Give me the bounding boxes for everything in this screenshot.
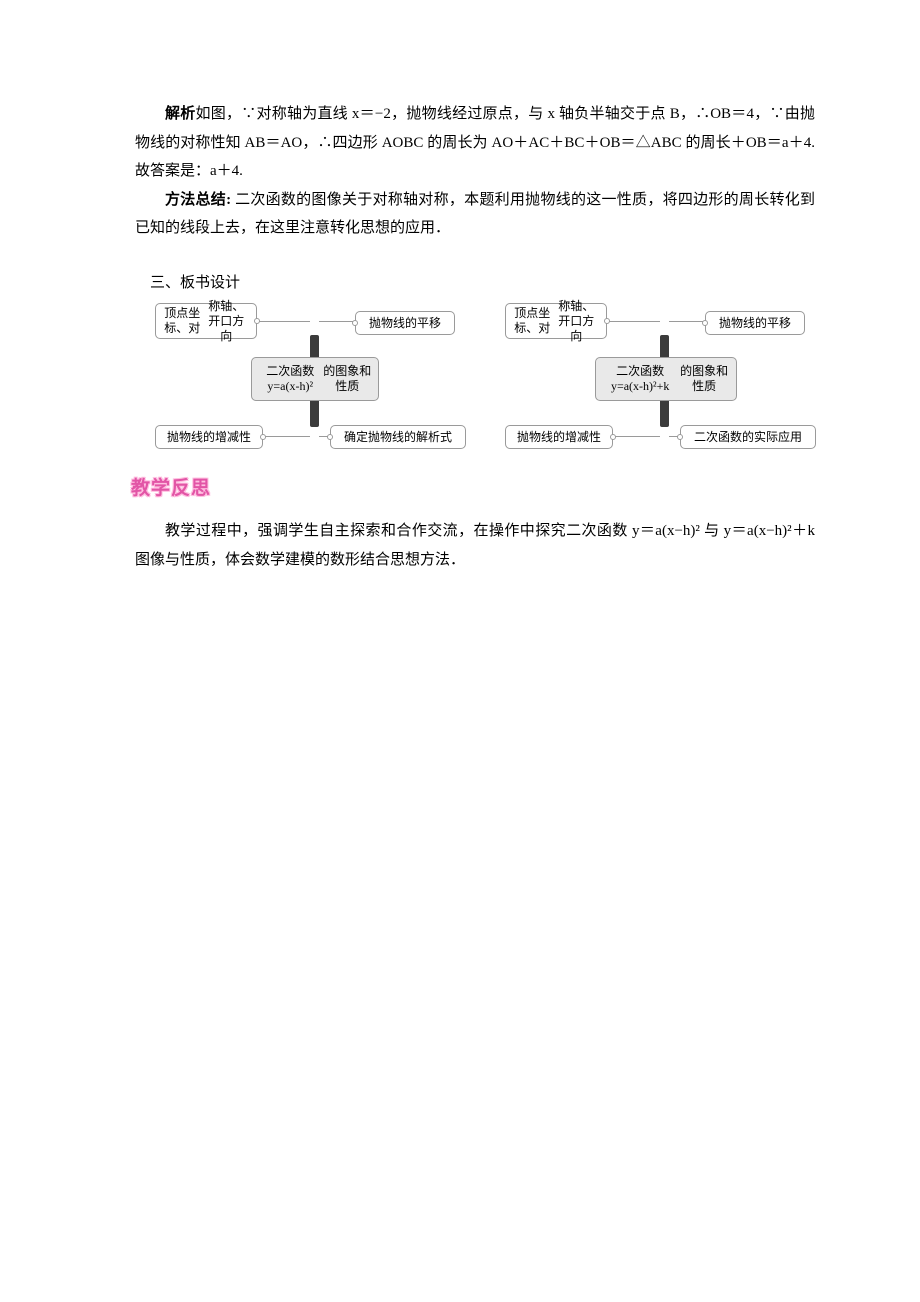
mindmap-connector (254, 318, 260, 324)
mindmap-connector (327, 434, 333, 440)
method-body: 二次函数的图像关于对称轴对称，本题利用抛物线的这一性质，将四边形的周长转化到已知… (135, 192, 815, 237)
method-paragraph: 方法总结: 二次函数的图像关于对称轴对称，本题利用抛物线的这一性质，将四边形的周… (135, 186, 815, 243)
mindmap-branch (255, 321, 310, 322)
mindmap-left: 顶点坐标、对称轴、开口方向 抛物线的平移二次函数y=a(x-h)²的图象和性质抛物… (155, 303, 465, 453)
mindmap-node: 确定抛物线的解析式 (330, 425, 466, 449)
mindmap-node: 抛物线的增减性 (155, 425, 263, 449)
mindmap-node: 抛物线的平移 (355, 311, 455, 335)
analysis-body: 如图，∵对称轴为直线 x＝−2，抛物线经过原点，与 x 轴负半轴交于点 B，∴O… (135, 106, 815, 179)
reflect-label: 教学反思 (131, 471, 211, 507)
mindmap-trunk (310, 335, 319, 359)
mindmap-connector (610, 434, 616, 440)
mindmap-right: 顶点坐标、对称轴、开口方向 抛物线的平移二次函数y=a(x-h)²+k的图象和性质… (505, 303, 815, 453)
mindmap-trunk (310, 399, 319, 427)
mindmap-row: 顶点坐标、对称轴、开口方向抛物线的平移二次函数y=a(x-h)²的图象和性质抛物… (155, 303, 815, 453)
mindmap-center-node: 二次函数y=a(x-h)²的图象和性质 (251, 357, 379, 401)
method-lead: 方法总结: (165, 192, 231, 208)
mindmap-node: 抛物线的增减性 (505, 425, 613, 449)
mindmap-connector (702, 320, 708, 326)
document-page: 解析如图，∵对称轴为直线 x＝−2，抛物线经过原点，与 x 轴负半轴交于点 B，… (0, 0, 920, 614)
mindmap-center-node: 二次函数y=a(x-h)²+k的图象和性质 (595, 357, 737, 401)
mindmap-trunk (660, 335, 669, 359)
reflect-heading: 教学反思 (135, 471, 815, 507)
mindmap-trunk (660, 399, 669, 427)
section-3-heading: 三、板书设计 (150, 269, 815, 298)
mindmap-node: 二次函数的实际应用 (680, 425, 816, 449)
mindmap-node: 抛物线的平移 (705, 311, 805, 335)
mindmap-connector (604, 318, 610, 324)
mindmap-connector (677, 434, 683, 440)
mindmap-connector (260, 434, 266, 440)
mindmap-branch (261, 436, 310, 437)
mindmap-branch (611, 436, 660, 437)
analysis-paragraph: 解析如图，∵对称轴为直线 x＝−2，抛物线经过原点，与 x 轴负半轴交于点 B，… (135, 100, 815, 186)
mindmap-node: 顶点坐标、对称轴、开口方向 (505, 303, 607, 339)
mindmap-node: 顶点坐标、对称轴、开口方向 (155, 303, 257, 339)
analysis-lead: 解析 (165, 106, 196, 122)
mindmap-connector (352, 320, 358, 326)
reflect-paragraph: 教学过程中，强调学生自主探索和合作交流，在操作中探究二次函数 y＝a(x−h)²… (135, 517, 815, 574)
mindmap-branch (605, 321, 660, 322)
